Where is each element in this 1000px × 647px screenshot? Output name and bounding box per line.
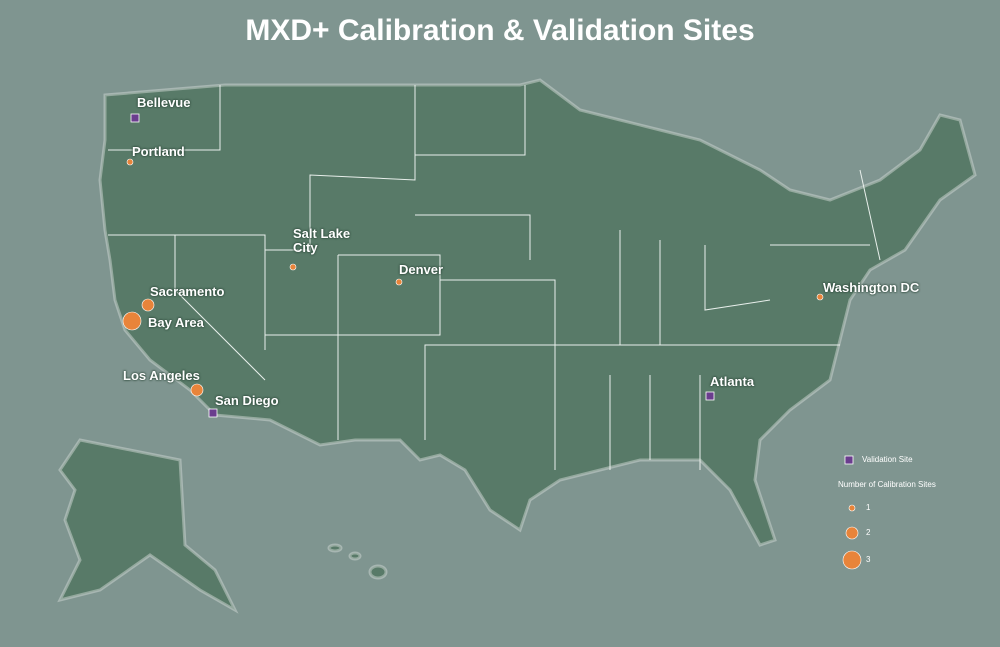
legend-calibration-marker: [845, 526, 859, 540]
legend-size-label: 3: [866, 555, 871, 564]
validation-marker: [705, 391, 715, 401]
legend-validation-marker: [844, 455, 854, 465]
border: [704, 245, 771, 311]
border: [108, 85, 221, 151]
state-borders: [108, 85, 881, 470]
calibration-marker: [122, 311, 142, 331]
hawaii: [327, 543, 343, 553]
calibration-marker: [289, 263, 297, 271]
calibration-marker: [141, 298, 155, 312]
calibration-marker: [395, 278, 403, 286]
site-label: Portland: [132, 144, 185, 159]
border: [174, 235, 266, 381]
legend-title: Number of Calibration Sites: [838, 480, 936, 489]
border: [108, 234, 266, 350]
site-label: Sacramento: [150, 284, 225, 299]
border: [338, 254, 441, 336]
site-label: Salt Lake City: [293, 226, 351, 255]
legend-size-label: 1: [866, 503, 871, 512]
border: [859, 169, 881, 261]
site-marks: [122, 113, 862, 570]
hawaii: [368, 564, 388, 580]
site-label: Washington DC: [823, 280, 920, 295]
border: [415, 214, 531, 260]
border: [265, 85, 416, 251]
calibration-marker: [190, 383, 204, 397]
site-label: Los Angeles: [123, 368, 200, 383]
validation-marker: [130, 113, 140, 123]
legend-calibration-marker: [842, 550, 862, 570]
site-label: Denver: [399, 262, 444, 277]
site-label: Atlanta: [710, 374, 755, 389]
validation-marker: [208, 408, 218, 418]
land: [57, 78, 977, 614]
calibration-marker: [126, 158, 134, 166]
site-label: San Diego: [215, 393, 279, 408]
legend-calibration-marker: [848, 504, 856, 512]
map-title: MXD+ Calibration & Validation Sites: [245, 14, 755, 47]
legend-size-label: 2: [866, 528, 871, 537]
site-label: Bay Area: [148, 315, 204, 330]
alaska: [57, 438, 239, 614]
contiguous-us: [98, 78, 977, 547]
border: [415, 85, 526, 156]
hawaii: [348, 551, 362, 561]
calibration-marker: [816, 293, 824, 301]
legend-label: Validation Site: [862, 455, 913, 464]
site-label: Bellevue: [137, 95, 191, 110]
